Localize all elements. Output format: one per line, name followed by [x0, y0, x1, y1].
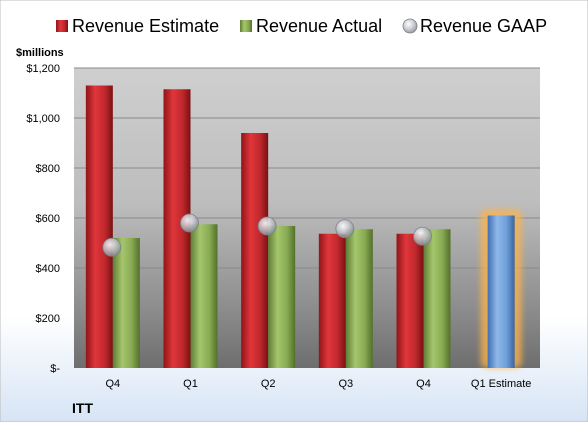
x-axis-ticks: Q4 Q1 Q2 Q3 Q4 Q1 Estimate [105, 378, 531, 390]
x-tick-label: Q3 [338, 378, 353, 390]
x-tick-label: Q2 [261, 378, 276, 390]
bar-revenue-actual [268, 226, 296, 368]
bar-upcoming-estimate [487, 215, 515, 368]
y-tick-label: $400 [36, 263, 60, 275]
x-tick-label: Q1 Estimate [471, 378, 532, 390]
marker-revenue-gaap [335, 219, 355, 239]
legend-label: Revenue Actual [256, 16, 382, 36]
y-tick-label: $1,200 [26, 63, 60, 75]
marker-revenue-gaap [180, 213, 199, 233]
x-tick-label: Q4 [105, 378, 120, 390]
y-tick-label: $200 [36, 313, 60, 325]
marker-revenue-gaap [102, 237, 122, 257]
gridlines [74, 67, 540, 319]
legend-swatch [402, 18, 418, 34]
legend-swatch [240, 20, 252, 32]
y-tick-label: $600 [36, 213, 60, 225]
marker-revenue-gaap [257, 216, 277, 236]
bar-revenue-estimate [241, 133, 269, 368]
marker-revenue-gaap [413, 226, 432, 246]
bar-revenue-estimate [318, 233, 346, 368]
bar-revenue-estimate [85, 85, 113, 368]
bar-revenue-actual [112, 238, 140, 368]
y-axis-ticks: $- $200 $400 $600 $800 $1,000 $1,200 [26, 63, 60, 375]
bar-revenue-actual [190, 224, 218, 368]
x-tick-label: Q4 [416, 378, 431, 390]
bar-revenue-actual [345, 229, 373, 368]
x-tick-label: Q1 [183, 378, 198, 390]
legend-swatch [56, 20, 68, 32]
y-tick-label: $- [50, 363, 60, 375]
company-name: ITT [72, 400, 93, 416]
legend-label: Revenue Estimate [72, 16, 219, 36]
y-tick-label: $800 [36, 163, 60, 175]
gaap-markers [102, 213, 432, 257]
bar-revenue-estimate [396, 233, 424, 368]
legend-label: Revenue GAAP [420, 16, 547, 36]
y-tick-label: $1,000 [26, 113, 60, 125]
y-axis-label: $millions [16, 47, 64, 59]
legend: Revenue Estimate Revenue Actual Revenue GA… [56, 16, 547, 36]
bar-revenue-actual [423, 229, 451, 368]
